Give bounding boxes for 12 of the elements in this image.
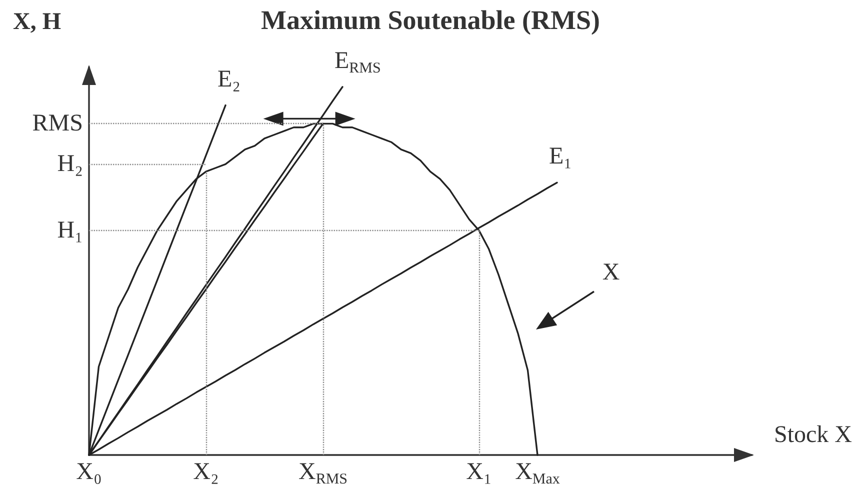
- x-tick-label: X₁: [466, 459, 492, 485]
- chart-title: Maximum Soutenable (RMS): [261, 5, 600, 35]
- x-tick-label: X₀: [76, 459, 102, 485]
- y-axis-title: X, H: [13, 9, 62, 35]
- ref-line-label: RMS: [32, 110, 83, 137]
- ref-line-label: H₁: [57, 217, 83, 244]
- x-axis-title: Stock X: [774, 422, 852, 448]
- series-label: E₂: [218, 66, 241, 92]
- series-label: E₁: [549, 144, 572, 170]
- text: X: [602, 260, 620, 286]
- x-tick-label: X₂: [193, 459, 219, 485]
- ref-line-label: H₂: [57, 151, 83, 178]
